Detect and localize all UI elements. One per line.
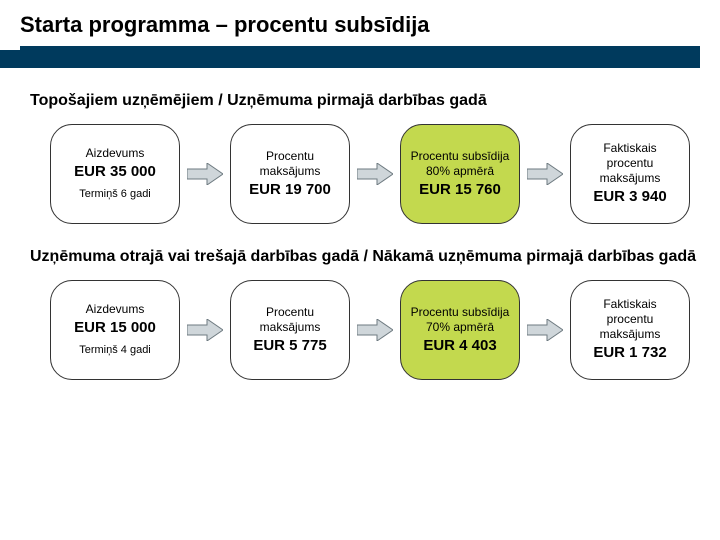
box-label: Procentu subsīdija 80% apmērā bbox=[409, 149, 511, 179]
box-label: Faktiskais procentu maksājums bbox=[579, 141, 681, 186]
arrow-right-icon bbox=[187, 319, 223, 341]
box-label: Aizdevums bbox=[59, 146, 171, 161]
box-value: EUR 3 940 bbox=[579, 188, 681, 207]
arrow-right-icon bbox=[527, 319, 563, 341]
section1-box-loan: Aizdevums EUR 35 000 Termiņš 6 gadi bbox=[50, 124, 180, 224]
box-value: EUR 19 700 bbox=[239, 181, 341, 200]
box-label: Procentu maksājums bbox=[239, 305, 341, 335]
box-label: Aizdevums bbox=[59, 302, 171, 317]
box-value: EUR 15 760 bbox=[409, 181, 511, 200]
box-value: EUR 4 403 bbox=[409, 337, 511, 356]
box-label: Faktiskais procentu maksājums bbox=[579, 297, 681, 342]
section2-box-actual: Faktiskais procentu maksājums EUR 1 732 bbox=[570, 280, 690, 380]
arrow-right-icon bbox=[527, 163, 563, 185]
box-value: EUR 35 000 bbox=[59, 163, 171, 182]
arrow-right-icon bbox=[357, 319, 393, 341]
arrow-right-icon bbox=[357, 163, 393, 185]
section2-flow: Aizdevums EUR 15 000 Termiņš 4 gadi Proc… bbox=[0, 280, 720, 380]
arrow-right-icon bbox=[187, 163, 223, 185]
section1-box-actual: Faktiskais procentu maksājums EUR 3 940 bbox=[570, 124, 690, 224]
section2-heading: Uzņēmuma otrajā vai trešajā darbības gad… bbox=[30, 248, 700, 266]
section2-box-loan: Aizdevums EUR 15 000 Termiņš 4 gadi bbox=[50, 280, 180, 380]
box-sub: Termiņš 4 gadi bbox=[59, 344, 171, 358]
box-label: Procentu maksājums bbox=[239, 149, 341, 179]
section1-box-subsidy: Procentu subsīdija 80% apmērā EUR 15 760 bbox=[400, 124, 520, 224]
box-value: EUR 1 732 bbox=[579, 344, 681, 363]
box-value: EUR 5 775 bbox=[239, 337, 341, 356]
title-underline bbox=[0, 46, 700, 68]
box-value: EUR 15 000 bbox=[59, 319, 171, 338]
box-sub: Termiņš 6 gadi bbox=[59, 188, 171, 202]
box-label: Procentu subsīdija 70% apmērā bbox=[409, 305, 511, 335]
section1-flow: Aizdevums EUR 35 000 Termiņš 6 gadi Proc… bbox=[0, 124, 720, 224]
section2-box-subsidy: Procentu subsīdija 70% apmērā EUR 4 403 bbox=[400, 280, 520, 380]
page-title: Starta programma – procentu subsīdija bbox=[20, 12, 700, 38]
section2-box-interest: Procentu maksājums EUR 5 775 bbox=[230, 280, 350, 380]
section1-box-interest: Procentu maksājums EUR 19 700 bbox=[230, 124, 350, 224]
section1-heading: Topošajiem uzņēmējiem / Uzņēmuma pirmajā… bbox=[30, 92, 700, 110]
